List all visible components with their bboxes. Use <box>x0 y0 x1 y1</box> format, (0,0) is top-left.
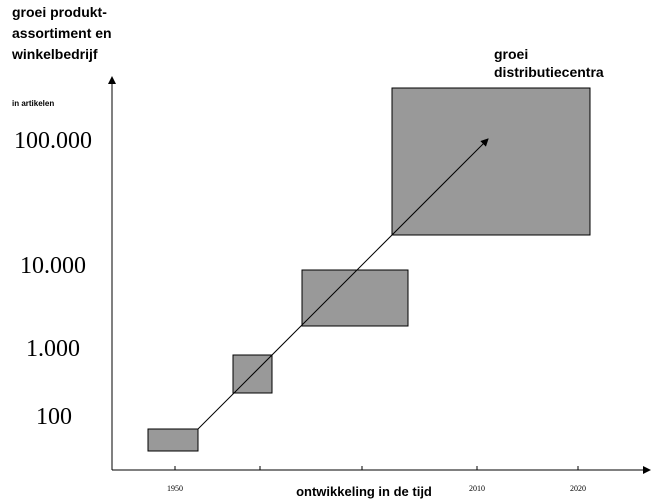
box <box>391 87 591 236</box>
x-tick-label: 1950 <box>167 484 183 493</box>
annotation: distributiecentra <box>494 64 604 80</box>
annotation: groei <box>494 46 528 62</box>
y-tick-label: 100 <box>36 404 72 430</box>
x-tick-label: 2010 <box>469 484 485 493</box>
box <box>301 269 409 327</box>
y-axis-title: winkelbedrijf <box>11 46 98 62</box>
y-axis-unit: in artikelen <box>12 99 54 108</box>
y-tick-label: 1.000 <box>26 336 80 362</box>
x-tick-label: 2020 <box>570 484 586 493</box>
y-axis-title: groei produkt- <box>12 4 107 20</box>
growth-arrow <box>197 138 489 430</box>
y-axis-title: assortiment en <box>12 25 112 41</box>
y-tick-label: 10.000 <box>20 253 86 279</box>
y-tick-label: 100.000 <box>14 128 92 154</box>
box <box>147 428 199 452</box>
x-axis-title: ontwikkeling in de tijd <box>296 484 432 499</box>
